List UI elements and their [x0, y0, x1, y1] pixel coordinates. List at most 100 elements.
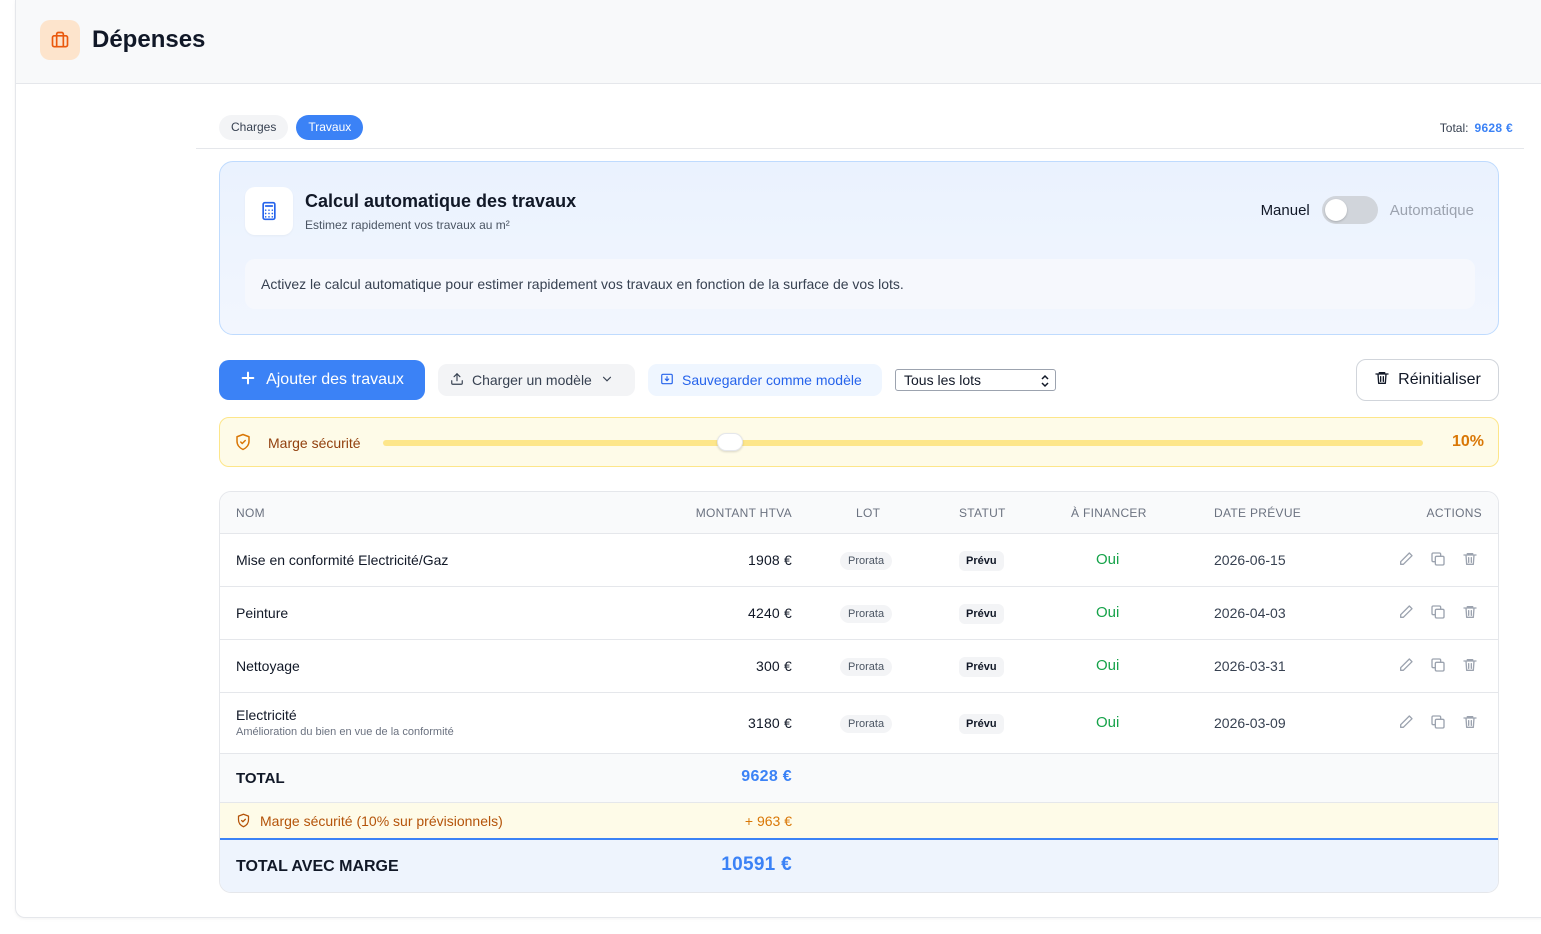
table-row[interactable]: Mise en conformité Electricité/Gaz 1908 … — [220, 534, 1498, 587]
finance-value: Oui — [1096, 714, 1120, 731]
col-status: STATUT — [959, 506, 1006, 520]
row-name: Electricité — [236, 707, 297, 723]
row-actions — [1398, 604, 1478, 620]
total-summary-label: Total: — [1439, 121, 1469, 135]
total-value: 9628 € — [741, 768, 792, 785]
safety-margin-slider[interactable] — [383, 440, 1423, 446]
reset-button[interactable]: Réinitialiser — [1356, 359, 1499, 401]
table-header: NOM MONTANT HTVA LOT STATUT À FINANCER D… — [220, 492, 1498, 534]
works-table: NOM MONTANT HTVA LOT STATUT À FINANCER D… — [219, 491, 1499, 893]
divider — [196, 148, 1524, 149]
col-lot: LOT — [856, 506, 881, 520]
status-badge: Prévu — [959, 551, 1004, 571]
row-date: 2026-04-03 — [1214, 605, 1286, 621]
trash-icon[interactable] — [1462, 604, 1478, 620]
total-summary-value: 9628 € — [1474, 121, 1513, 135]
auto-calc-title: Calcul automatique des travaux — [305, 191, 577, 211]
plus-icon — [240, 370, 256, 391]
edit-icon[interactable] — [1398, 657, 1414, 673]
edit-icon[interactable] — [1398, 551, 1414, 567]
auto-calc-toggle[interactable] — [1321, 196, 1378, 224]
edit-icon[interactable] — [1398, 714, 1414, 730]
trash-icon[interactable] — [1462, 714, 1478, 730]
status-badge: Prévu — [959, 604, 1004, 624]
chevron-down-icon — [600, 372, 614, 389]
table-row[interactable]: Electricité Amélioration du bien en vue … — [220, 693, 1498, 754]
select-arrows-icon — [1040, 373, 1050, 393]
auto-calc-card: Calcul automatique des travaux Estimez r… — [219, 161, 1499, 335]
col-amount: MONTANT HTVA — [695, 506, 792, 520]
row-amount: 1908 € — [747, 552, 792, 568]
grand-total-value: 10591 € — [721, 854, 792, 875]
lot-badge: Prorata — [840, 605, 893, 623]
toggle-knob — [1324, 199, 1347, 221]
toolbar: Ajouter des travaux Charger un modèle Sa… — [219, 359, 1499, 401]
briefcase-icon — [40, 20, 80, 60]
grand-total-label: TOTAL AVEC MARGE — [236, 858, 399, 875]
margin-label: Marge sécurité (10% sur prévisionnels) — [260, 813, 503, 829]
status-badge: Prévu — [959, 657, 1004, 677]
header-bar: Dépenses — [16, 0, 1541, 84]
tab-charges[interactable]: Charges — [219, 115, 289, 140]
add-works-label: Ajouter des travaux — [266, 371, 404, 388]
tab-travaux[interactable]: Travaux — [296, 115, 364, 140]
add-works-button[interactable]: Ajouter des travaux — [219, 360, 425, 400]
col-finance: À FINANCER — [1071, 506, 1147, 520]
shield-check-icon — [236, 813, 251, 833]
lot-badge: Prorata — [840, 658, 893, 676]
reset-label: Réinitialiser — [1398, 371, 1481, 388]
finance-value: Oui — [1096, 551, 1120, 568]
col-date: DATE PRÉVUE — [1214, 506, 1302, 520]
finance-value: Oui — [1096, 604, 1120, 621]
row-description: Amélioration du bien en vue de la confor… — [236, 726, 454, 738]
mode-manual-label: Manuel — [1260, 201, 1310, 219]
copy-icon[interactable] — [1430, 657, 1446, 673]
shield-check-icon — [234, 433, 252, 456]
mode-toggle-group: Manuel Automatique — [1261, 196, 1474, 224]
row-date: 2026-06-15 — [1214, 552, 1286, 568]
total-summary: Total: 9628 € — [1440, 121, 1513, 135]
trash-icon[interactable] — [1462, 551, 1478, 567]
row-amount: 3180 € — [747, 715, 792, 731]
col-actions: ACTIONS — [1426, 506, 1482, 520]
load-template-label: Charger un modèle — [472, 372, 592, 388]
copy-icon[interactable] — [1430, 604, 1446, 620]
row-name: Nettoyage — [236, 658, 300, 674]
col-name: NOM — [236, 506, 265, 520]
auto-calc-subtitle: Estimez rapidement vos travaux au m² — [305, 218, 510, 232]
slider-handle[interactable] — [716, 433, 743, 451]
lot-filter-select[interactable]: Tous les lots — [895, 369, 1056, 391]
finance-value: Oui — [1096, 657, 1120, 674]
row-amount: 300 € — [755, 658, 792, 674]
trash-icon — [1374, 370, 1390, 391]
total-label: TOTAL — [236, 770, 285, 787]
row-date: 2026-03-09 — [1214, 715, 1286, 731]
page-title: Dépenses — [92, 26, 206, 53]
load-template-button[interactable]: Charger un modèle — [438, 364, 635, 396]
table-row[interactable]: Nettoyage 300 € Prorata Prévu Oui 2026-0… — [220, 640, 1498, 693]
edit-icon[interactable] — [1398, 604, 1414, 620]
calculator-icon — [245, 187, 293, 235]
table-row[interactable]: Peinture 4240 € Prorata Prévu Oui 2026-0… — [220, 587, 1498, 640]
margin-value: + 963 € — [744, 813, 792, 829]
save-icon — [660, 372, 674, 389]
lot-badge: Prorata — [840, 552, 893, 570]
safety-margin-value: 10% — [1451, 433, 1484, 450]
grand-total-row: TOTAL AVEC MARGE 10591 € — [220, 840, 1498, 892]
copy-icon[interactable] — [1430, 551, 1446, 567]
row-actions — [1398, 551, 1478, 567]
row-name: Mise en conformité Electricité/Gaz — [236, 552, 449, 568]
total-row: TOTAL 9628 € — [220, 754, 1498, 803]
save-template-button[interactable]: Sauvegarder comme modèle — [648, 364, 882, 396]
trash-icon[interactable] — [1462, 657, 1478, 673]
safety-margin-label: Marge sécurité — [268, 435, 361, 451]
lot-badge: Prorata — [840, 715, 893, 733]
row-date: 2026-03-31 — [1214, 658, 1286, 674]
save-template-label: Sauvegarder comme modèle — [682, 372, 862, 388]
mode-auto-label: Automatique — [1389, 201, 1474, 219]
row-actions — [1398, 657, 1478, 673]
safety-margin-bar: Marge sécurité 10% — [219, 417, 1499, 467]
status-badge: Prévu — [959, 714, 1004, 734]
copy-icon[interactable] — [1430, 714, 1446, 730]
row-actions — [1398, 714, 1478, 730]
